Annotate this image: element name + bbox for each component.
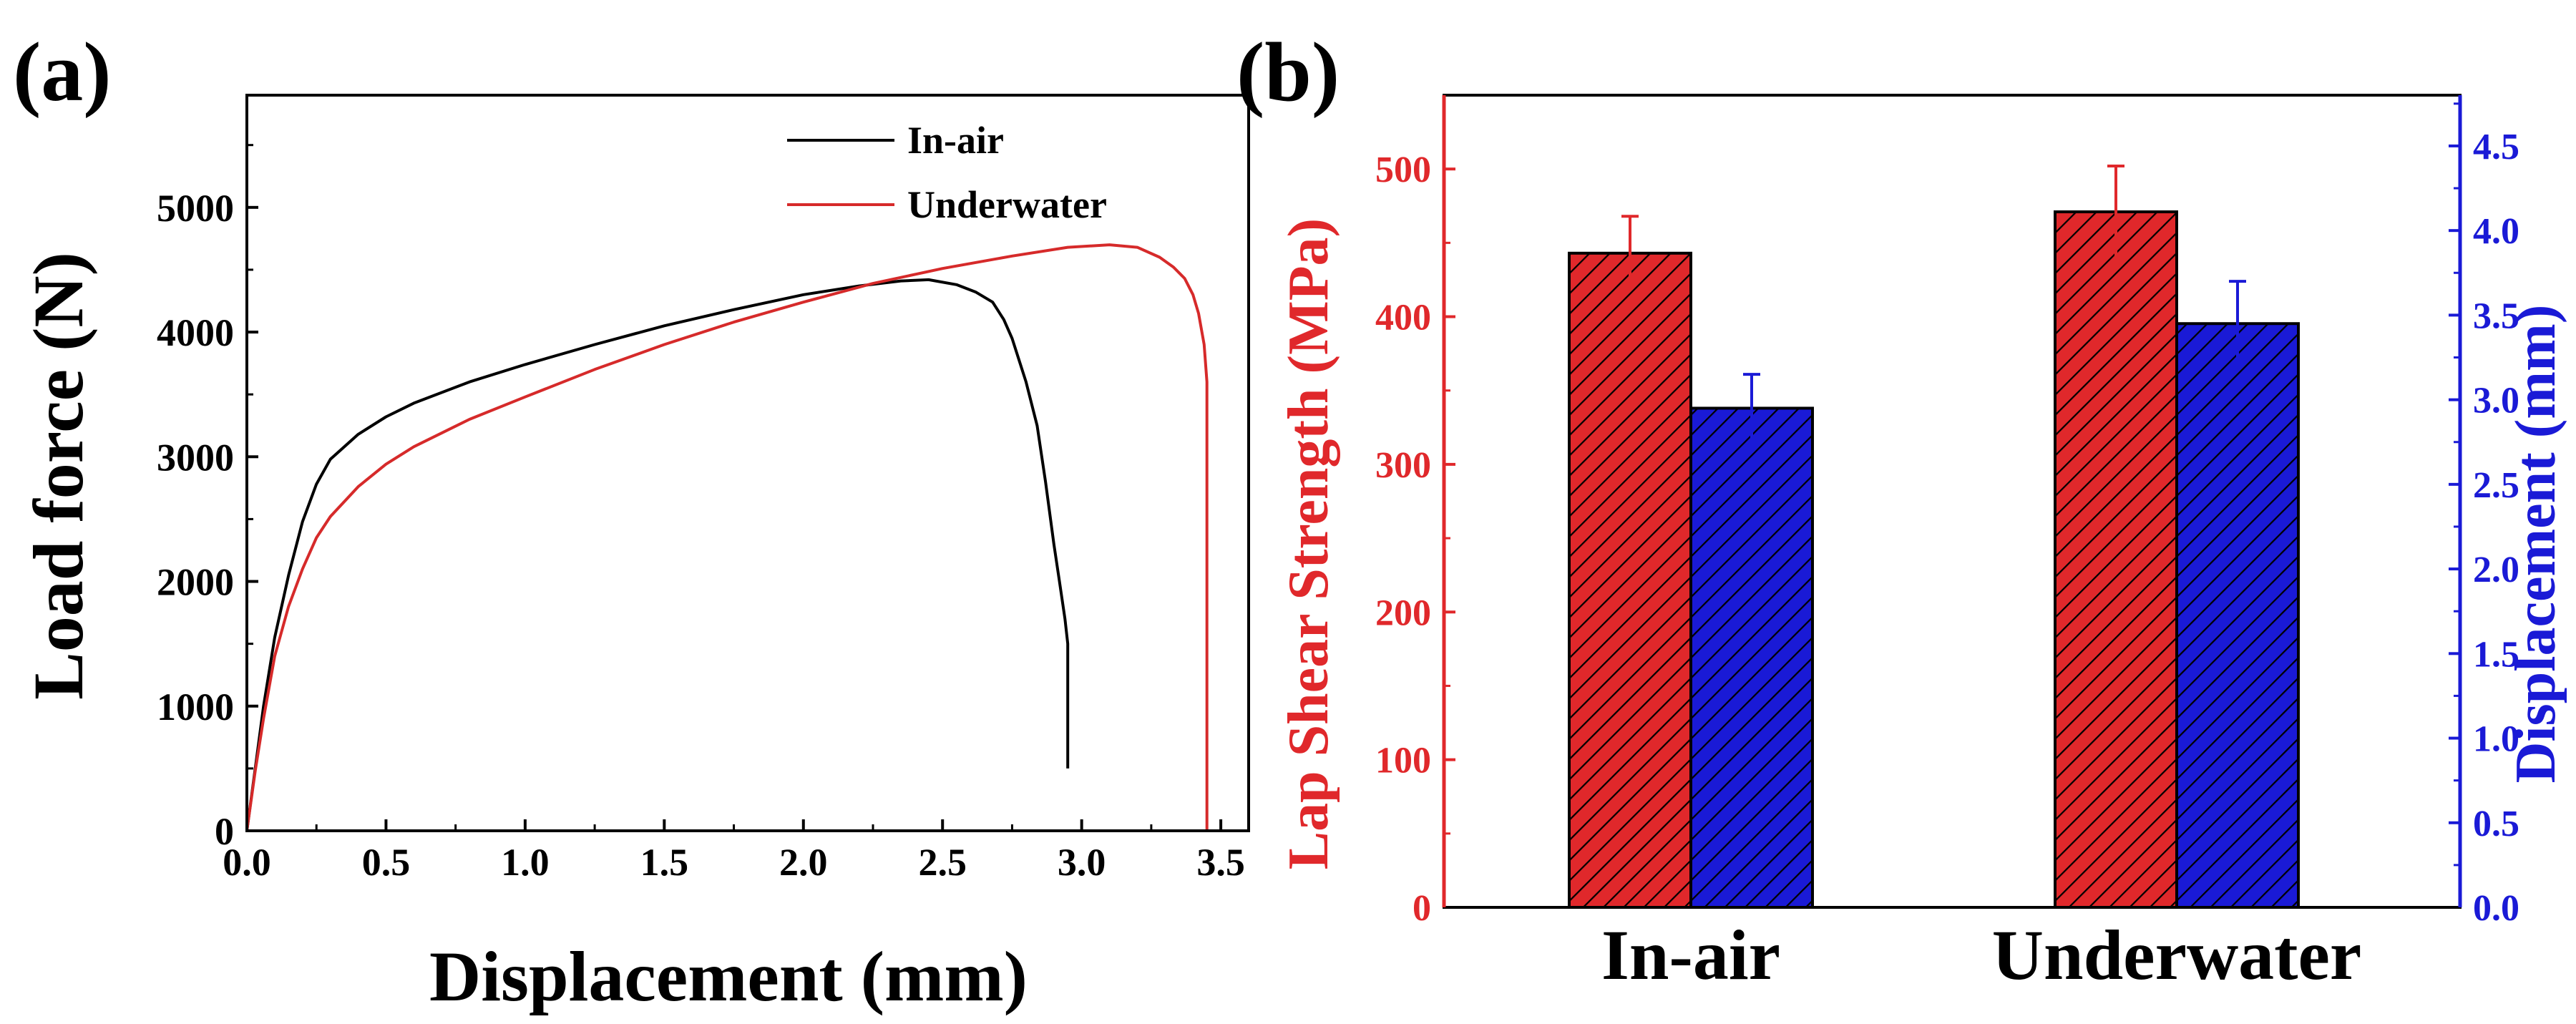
legend-label-in-air: In-air <box>907 119 1004 162</box>
right-tick-label: 2.5 <box>2473 465 2519 506</box>
panel-b-bar-chart: (b) Lap Shear Strength (MPa) Displacemen… <box>1236 25 2567 995</box>
panel-a-y-axis-label: Load force (N) <box>19 252 98 700</box>
bar-left-underwater <box>2054 210 2178 909</box>
left-tick-label: 400 <box>1375 298 1431 338</box>
panel-a-label: (a) <box>13 25 112 119</box>
right-tick-label: 0.5 <box>2473 804 2519 844</box>
panel-b-ticks: 0 100 200 300 400 500 0.0 0.5 1.0 1.5 2.0 2.5 3.0 3.5… <box>1375 102 2519 929</box>
category-label: In-air <box>1601 915 1780 995</box>
panel-b-left-axis-label: Lap Shear Strength (MPa) <box>1277 218 1340 869</box>
y-tick-label: 2000 <box>157 561 234 604</box>
panel-a-series <box>245 243 1209 832</box>
right-tick-label: 2.0 <box>2473 550 2519 590</box>
bar-right-underwater <box>2175 322 2300 909</box>
y-tick-label: 0 <box>215 810 234 853</box>
y-tick-label: 1000 <box>157 686 234 728</box>
panel-b-right-axis-label: Displacement (mm) <box>2504 305 2567 784</box>
panel-a-plot-frame <box>245 94 1250 832</box>
x-tick-label: 1.0 <box>501 841 550 884</box>
y-tick-label: 3000 <box>157 436 234 479</box>
x-tick-label: 3.0 <box>1058 841 1106 884</box>
right-tick-label: 1.5 <box>2473 634 2519 675</box>
panel-b-label: (b) <box>1236 25 1340 119</box>
panel-a-x-axis-label: Displacement (mm) <box>429 937 1028 1016</box>
x-tick-label: 3.5 <box>1196 841 1245 884</box>
y-tick-label: 5000 <box>157 187 234 230</box>
panel-a-legend: In-air Underwater <box>787 119 1107 226</box>
series-line-underwater <box>245 243 1209 832</box>
x-tick-label: 2.5 <box>918 841 967 884</box>
left-tick-label: 0 <box>1413 888 1431 929</box>
y-tick-label: 4000 <box>157 311 234 354</box>
panel-a-line-chart: (a) Load force (N) Displacement (mm) 0.0… <box>13 25 1250 1016</box>
left-tick-label: 300 <box>1375 445 1431 486</box>
right-tick-label: 3.0 <box>2473 381 2519 421</box>
bar-right-in-air <box>1689 406 1814 909</box>
x-tick-label: 0.5 <box>362 841 411 884</box>
x-tick-label: 1.5 <box>640 841 689 884</box>
x-tick-label: 0.0 <box>223 841 271 884</box>
left-tick-label: 500 <box>1375 150 1431 190</box>
panel-b-bars: In-air Underwater <box>1568 165 2362 995</box>
right-tick-label: 3.5 <box>2473 296 2519 336</box>
right-tick-label: 0.0 <box>2473 888 2519 929</box>
bar-left-in-air <box>1568 251 1692 909</box>
right-tick-label: 1.0 <box>2473 719 2519 760</box>
right-tick-label: 4.0 <box>2473 211 2519 252</box>
panel-a-ticks: 0.0 0.5 1.0 1.5 2.0 2.5 3.0 3.5 0 1000 2000 3000 400… <box>157 144 1245 884</box>
series-line-in-air <box>245 278 1070 832</box>
category-label: Underwater <box>1992 915 2362 995</box>
left-tick-label: 100 <box>1375 741 1431 781</box>
right-tick-label: 4.5 <box>2473 127 2519 167</box>
x-tick-label: 2.0 <box>779 841 828 884</box>
legend-label-underwater: Underwater <box>907 183 1107 226</box>
left-tick-label: 200 <box>1375 593 1431 633</box>
